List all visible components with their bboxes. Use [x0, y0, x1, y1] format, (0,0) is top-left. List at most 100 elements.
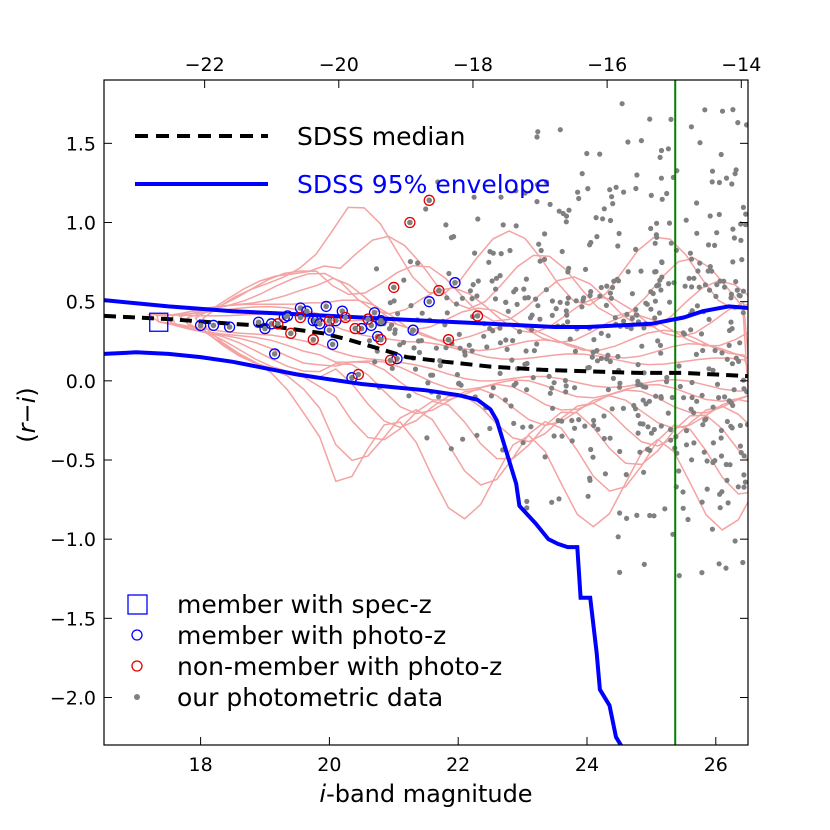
photometric-point [647, 512, 653, 519]
photometric-point [658, 175, 665, 181]
photometric-point [740, 288, 747, 294]
photometric-point [521, 286, 527, 292]
photometric-point [411, 345, 417, 351]
photometric-point [435, 179, 441, 185]
photometric-point [605, 387, 612, 393]
photometric-point [607, 187, 613, 193]
photometric-point [689, 284, 695, 290]
photometric-point [719, 489, 725, 495]
photometric-point [652, 240, 658, 246]
photometric-point [490, 328, 496, 334]
photometric-point [588, 289, 594, 295]
photometric-point [609, 194, 615, 200]
photo-z-member-dot [271, 351, 278, 357]
photometric-point [704, 458, 710, 464]
photometric-point [695, 268, 701, 274]
photometric-point [653, 393, 659, 399]
photometric-point [694, 230, 700, 236]
photo-z-nonmember-dot [436, 287, 442, 294]
photometric-point [664, 374, 670, 381]
legend-bottom-label: our photometric data [177, 683, 443, 712]
photometric-point [617, 448, 623, 455]
photometric-point [451, 234, 457, 240]
photo-z-nonmember-ring [388, 281, 400, 294]
legend-circle-marker [131, 660, 143, 672]
photo-z-nonmember-dot [352, 325, 358, 332]
photometric-point [490, 385, 496, 391]
legend-top: SDSS median SDSS 95% envelope [135, 122, 550, 199]
photometric-point [520, 424, 526, 430]
photometric-point [493, 286, 499, 292]
photometric-point [658, 394, 664, 400]
photometric-point [638, 138, 645, 144]
photometric-point [638, 268, 644, 274]
photometric-point [608, 295, 615, 301]
photometric-point [475, 216, 481, 222]
photometric-point [741, 453, 747, 459]
photo-z-nonmember-ring [272, 318, 284, 330]
photometric-point [529, 327, 535, 333]
photometric-point [572, 385, 578, 391]
photo-z-member-point [301, 305, 313, 317]
photometric-point [585, 186, 591, 192]
photometric-point [610, 201, 616, 207]
photometric-point [419, 310, 425, 316]
photometric-point [677, 383, 683, 390]
photometric-point [717, 278, 723, 284]
y-tick-label: 0.0 [66, 371, 96, 393]
photo-z-member-point [281, 310, 294, 322]
photometric-point [723, 461, 729, 468]
photometric-point [706, 366, 712, 372]
photometric-point [498, 251, 504, 257]
photometric-point [553, 306, 559, 312]
photometric-point [683, 442, 690, 448]
photometric-point [598, 355, 605, 361]
photometric-point [735, 120, 741, 126]
photometric-point [625, 269, 631, 275]
photometric-point [579, 304, 585, 310]
photometric-point [415, 338, 422, 344]
legend-top-label: SDSS median [297, 122, 466, 151]
photo-z-nonmember-point [272, 318, 284, 330]
photo-z-member-point [223, 321, 236, 333]
photometric-point [569, 438, 575, 444]
y-tick-label: 1.5 [66, 133, 96, 155]
photometric-point [635, 412, 641, 419]
photo-z-member-dot [326, 327, 333, 333]
photometric-point [538, 247, 544, 254]
photometric-point [559, 418, 565, 424]
photometric-point [576, 195, 582, 202]
photometric-point [484, 344, 490, 350]
photometric-point [564, 300, 570, 306]
photometric-point [716, 179, 723, 186]
photometric-point [615, 353, 621, 360]
photometric-point [647, 116, 653, 122]
photometric-point [668, 240, 674, 246]
photometric-point [533, 296, 539, 302]
photometric-point [633, 306, 639, 313]
photometric-point [722, 284, 728, 290]
photometric-point [740, 559, 746, 566]
photometric-point [557, 127, 563, 133]
photometric-point [743, 222, 748, 228]
photometric-point [680, 505, 686, 511]
photometric-point [702, 107, 708, 113]
photometric-point [589, 354, 595, 360]
photometric-point [738, 450, 744, 456]
photo-z-member-dot [323, 303, 329, 310]
top-x-tick-label: −20 [319, 54, 359, 76]
y-tick-label: −1.5 [50, 608, 96, 630]
photometric-point [609, 406, 615, 412]
photometric-point [504, 346, 510, 352]
photometric-point [459, 295, 465, 301]
photometric-point [707, 213, 713, 219]
photo-z-member-ring [326, 338, 339, 351]
photometric-point [712, 458, 718, 464]
photometric-point [634, 172, 640, 178]
photometric-point [388, 322, 395, 328]
photometric-point [458, 382, 464, 388]
photometric-point [719, 108, 726, 114]
photometric-point [448, 446, 454, 452]
photometric-point [665, 410, 671, 416]
